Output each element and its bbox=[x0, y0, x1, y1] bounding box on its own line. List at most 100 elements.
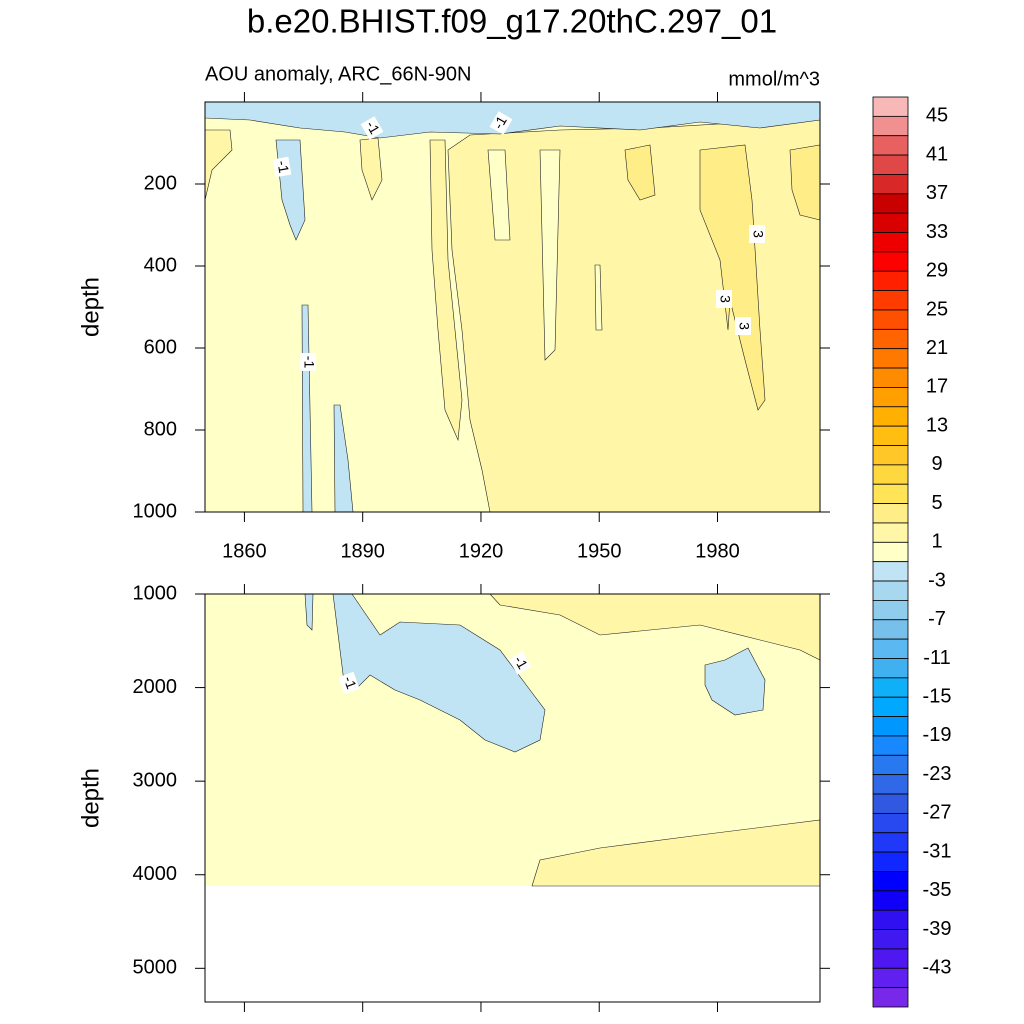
colorbar-box bbox=[872, 638, 909, 659]
colorbar-box bbox=[872, 716, 909, 737]
colorbar-box bbox=[872, 967, 909, 989]
colorbar-box bbox=[872, 425, 909, 446]
colorbar-label: -11 bbox=[923, 647, 950, 669]
colorbar-box bbox=[872, 735, 909, 756]
y-tick-label: 200 bbox=[144, 172, 177, 194]
colorbar-box bbox=[872, 309, 909, 330]
contour-label: -1 bbox=[508, 651, 532, 675]
colorbar-box bbox=[872, 193, 909, 214]
colorbar-box bbox=[872, 503, 909, 524]
colorbar-label: -15 bbox=[923, 685, 952, 707]
colorbar-label: 45 bbox=[926, 105, 948, 127]
colorbar-box bbox=[872, 348, 909, 369]
contour-label-box bbox=[716, 290, 732, 308]
colorbar-box bbox=[872, 115, 909, 137]
colorbar-box bbox=[872, 522, 909, 543]
colorbar-box bbox=[872, 658, 909, 679]
colorbar-label: -23 bbox=[923, 763, 952, 785]
colorbar-box bbox=[872, 406, 909, 427]
contour-label-box bbox=[300, 353, 316, 371]
contour-label-text: -1 bbox=[274, 159, 292, 174]
colorbar-label: 13 bbox=[926, 414, 948, 436]
colorbar-box bbox=[872, 890, 909, 911]
contour-label: 3 bbox=[749, 225, 766, 243]
y-tick-label: 1000 bbox=[133, 582, 178, 604]
colorbar-box bbox=[872, 387, 909, 408]
contour-label-text: -1 bbox=[301, 356, 317, 369]
colorbar-box bbox=[872, 483, 909, 504]
colorbar-box bbox=[872, 328, 909, 350]
chart-title: b.e20.BHIST.f09_g17.20thC.297_01 bbox=[247, 3, 777, 40]
colorbar-box bbox=[872, 600, 909, 621]
colorbar-box bbox=[872, 696, 909, 717]
plot-frame bbox=[204, 101, 821, 513]
contour-label-box bbox=[489, 111, 513, 135]
colorbar-box bbox=[872, 929, 909, 950]
colorbar-label: 33 bbox=[926, 221, 948, 243]
colorbar-label: 17 bbox=[926, 376, 948, 398]
colorbar-box bbox=[872, 812, 909, 834]
colorbar-box bbox=[872, 541, 909, 563]
x-tick-label: 1920 bbox=[459, 540, 504, 562]
y-axis-label: depth bbox=[77, 768, 104, 828]
contour-label-box bbox=[360, 116, 384, 140]
colorbar-label: -35 bbox=[923, 879, 952, 901]
colorbar-box bbox=[872, 754, 909, 776]
plot-frame bbox=[204, 593, 821, 1003]
x-tick-label: 1950 bbox=[577, 540, 622, 562]
colorbar-label: 5 bbox=[931, 492, 942, 514]
contour-label: -1 bbox=[272, 156, 292, 178]
y-tick-label: 1000 bbox=[133, 500, 178, 522]
y-tick-label: 800 bbox=[144, 418, 177, 440]
colorbar-box bbox=[872, 96, 909, 117]
colorbar-box bbox=[872, 154, 909, 175]
contour-label: -1 bbox=[489, 111, 513, 135]
colorbar-label: 25 bbox=[926, 298, 948, 320]
contour-label-text: 3 bbox=[736, 322, 752, 330]
colorbar-box bbox=[872, 212, 909, 233]
colorbar-box bbox=[872, 561, 909, 582]
colorbar-box bbox=[872, 619, 909, 640]
colorbar-label: -31 bbox=[923, 840, 952, 862]
colorbar-box bbox=[872, 793, 909, 814]
contour-label-text: -1 bbox=[341, 674, 360, 691]
x-tick-label: 1860 bbox=[222, 540, 267, 562]
colorbar-box bbox=[872, 909, 909, 930]
contour-label-box bbox=[508, 651, 532, 675]
colorbar-label: 9 bbox=[931, 453, 942, 475]
colorbar-box bbox=[872, 580, 909, 601]
contour-label: 3 bbox=[735, 317, 752, 335]
colorbar-label: -7 bbox=[928, 608, 946, 630]
y-tick-label: 600 bbox=[144, 336, 177, 358]
contour-label-box bbox=[272, 156, 292, 178]
colorbar-box bbox=[872, 871, 909, 892]
colorbar-box bbox=[872, 774, 909, 795]
contour-label-box bbox=[735, 317, 751, 335]
contour-fill-bottom bbox=[205, 593, 821, 887]
y-tick-label: 2000 bbox=[133, 676, 178, 698]
contour-label-text: 3 bbox=[717, 295, 733, 303]
colorbar-label: 37 bbox=[926, 182, 948, 204]
contour-label: -1 bbox=[360, 116, 384, 140]
subtitle: AOU anomaly, ARC_66N-90N bbox=[205, 63, 471, 85]
y-tick-label: 400 bbox=[144, 254, 177, 276]
y-tick-label: 3000 bbox=[133, 769, 178, 791]
contour-label-box bbox=[338, 671, 360, 695]
colorbar-label: 41 bbox=[926, 143, 948, 165]
colorbar-label: -43 bbox=[923, 957, 952, 979]
colorbar-box bbox=[872, 135, 909, 156]
colorbar-box bbox=[872, 174, 909, 195]
colorbar-box bbox=[872, 270, 909, 292]
contour-label-box bbox=[749, 225, 765, 243]
colorbar-label: 1 bbox=[931, 531, 942, 553]
contour-label-text: 3 bbox=[750, 230, 766, 238]
y-tick-label: 4000 bbox=[133, 863, 178, 885]
contour-label: -1 bbox=[300, 353, 317, 371]
y-tick-label: 5000 bbox=[133, 957, 178, 979]
colorbar-box bbox=[872, 677, 909, 698]
colorbar-box bbox=[872, 464, 909, 485]
colorbar-box bbox=[872, 367, 909, 388]
x-tick-label: 1980 bbox=[695, 540, 740, 562]
colorbar-label: -39 bbox=[923, 918, 952, 940]
